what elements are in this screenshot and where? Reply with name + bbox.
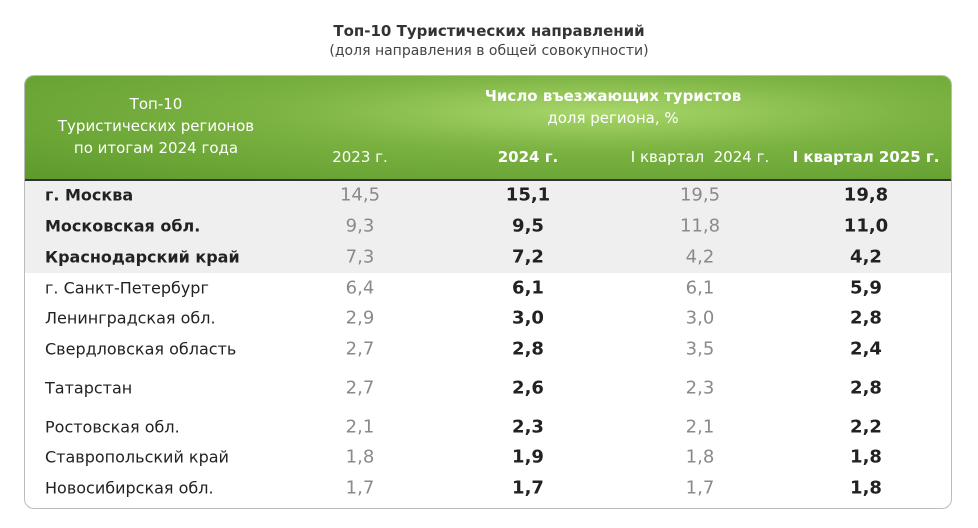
cell: 1,8 (850, 477, 882, 499)
row-label: Ростовская обл. (45, 417, 180, 437)
cell: 1,7 (685, 477, 715, 499)
table-header (25, 76, 951, 181)
row-label: Московская обл. (45, 216, 201, 236)
cell: 2,8 (850, 377, 882, 399)
group-subtitle: доля региона, % (547, 109, 679, 127)
cell: 2,7 (345, 338, 375, 360)
cell: 11,8 (679, 215, 721, 237)
row-label: Ставропольский край (45, 447, 229, 467)
cell: 2,3 (685, 377, 715, 399)
row-label: Новосибирская обл. (45, 478, 214, 498)
cell: 1,8 (345, 446, 375, 468)
column-header: 2024 г. (497, 148, 559, 166)
cell: 6,1 (512, 277, 544, 299)
cell: 2,1 (685, 416, 715, 438)
cell: 1,9 (512, 446, 544, 468)
cell: 2,3 (512, 416, 544, 438)
cell: 5,9 (850, 277, 882, 299)
cell: 2,7 (345, 377, 375, 399)
row-label: г. Санкт-Петербург (45, 278, 209, 298)
cell: 4,2 (685, 246, 715, 268)
cell: 14,5 (339, 184, 381, 206)
row-label: Татарстан (45, 378, 133, 398)
cell: 2,4 (850, 338, 882, 360)
column-header: 2023 г. (332, 148, 388, 166)
cell: 3,0 (685, 307, 715, 329)
cell: 1,7 (345, 477, 375, 499)
cell: 2,1 (345, 416, 375, 438)
row-label: Ленинградская обл. (45, 308, 216, 328)
cell: 2,8 (850, 307, 882, 329)
row-label: г. Москва (45, 185, 134, 205)
group-title: Число въезжающих туристов (484, 87, 742, 105)
cell: 15,1 (505, 184, 551, 206)
cell: 2,2 (850, 416, 882, 438)
cell: 2,9 (345, 307, 375, 329)
corner-label: по итогам 2024 года (73, 139, 239, 157)
cell: 4,2 (850, 246, 882, 268)
cell: 19,5 (679, 184, 721, 206)
cell: 2,6 (512, 377, 544, 399)
row-label: Свердловская область (45, 339, 237, 359)
highlight-rows (25, 181, 951, 273)
cell: 1,7 (512, 477, 544, 499)
title: Топ-10 Туристических направлений (333, 22, 645, 40)
cell: 1,8 (685, 446, 715, 468)
cell: 9,3 (345, 215, 375, 237)
cell: 7,3 (345, 246, 375, 268)
cell: 7,2 (512, 246, 544, 268)
cell: 11,0 (843, 215, 889, 237)
cell: 3,0 (512, 307, 544, 329)
cell: 6,4 (345, 277, 375, 299)
cell: 2,8 (512, 338, 544, 360)
corner-label: Туристических регионов (57, 117, 255, 135)
cell: 3,5 (685, 338, 715, 360)
column-header: I квартал 2025 г. (792, 148, 940, 166)
cell: 6,1 (685, 277, 715, 299)
table (24, 75, 952, 509)
subtitle: (доля направления в общей совокупности) (329, 43, 649, 59)
cell: 1,8 (850, 446, 882, 468)
cell: 9,5 (512, 215, 544, 237)
cell: 19,8 (843, 184, 889, 206)
corner-label: Топ-10 (129, 95, 183, 113)
row-label: Краснодарский край (45, 247, 240, 267)
column-header: I квартал 2024 г. (630, 148, 770, 166)
